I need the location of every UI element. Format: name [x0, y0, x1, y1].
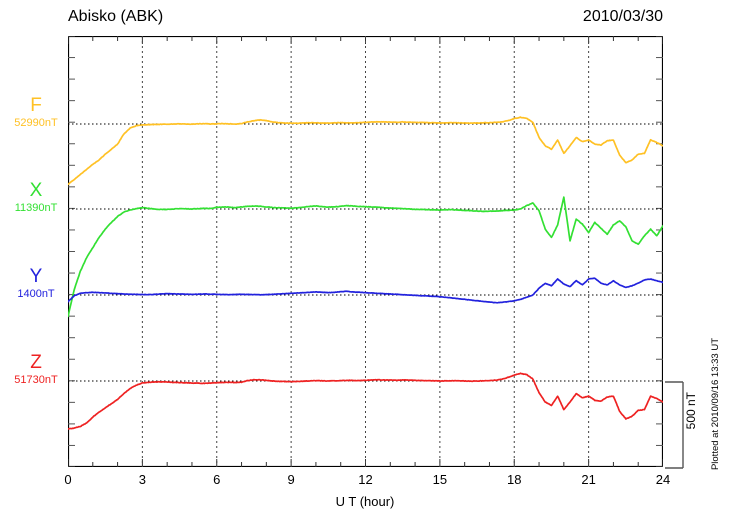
component-symbol-y: Y — [29, 266, 43, 287]
component-baseline-z: 51730nT — [14, 374, 58, 386]
observation-date: 2010/03/30 — [582, 8, 663, 25]
component-symbol-f: F — [30, 95, 42, 116]
scale-bar-label: 500 nT — [684, 392, 698, 430]
x-tick-label-15: 15 — [432, 472, 448, 487]
component-label-y: Y 1400nT — [17, 267, 54, 301]
plotted-timestamp: Plotted at 2010/09/16 13:33 UT — [710, 338, 721, 471]
trace-f — [68, 116, 663, 186]
component-baseline-y: 1400nT — [17, 288, 55, 300]
trace-x — [68, 196, 663, 318]
x-tick-label-3: 3 — [138, 472, 146, 487]
x-tick-label-9: 9 — [287, 472, 295, 487]
page-title: Abisko (ABK) — [68, 8, 164, 25]
x-tick-label-0: 0 — [64, 472, 72, 487]
magnetogram-svg — [68, 36, 663, 467]
x-axis-title: U T (hour) — [335, 494, 395, 509]
component-baseline-x: 11390nT — [14, 202, 58, 214]
x-tick-label-21: 21 — [581, 472, 596, 487]
trace-z — [68, 372, 663, 430]
component-symbol-x: X — [29, 180, 43, 201]
component-symbol-z: Z — [30, 352, 42, 373]
component-label-x: X 11390nT — [15, 181, 58, 215]
x-tick-label-12: 12 — [358, 472, 373, 487]
x-tick-label-6: 6 — [213, 472, 221, 487]
component-label-z: Z 51730nT — [14, 353, 57, 387]
scale-bar — [665, 381, 684, 469]
x-tick-label-24: 24 — [655, 472, 671, 487]
component-baseline-f: 52990nT — [14, 117, 58, 129]
plot-area — [68, 36, 663, 467]
trace-y — [68, 277, 663, 304]
x-tick-label-18: 18 — [507, 472, 522, 487]
component-label-f: F 52990nT — [14, 96, 57, 130]
